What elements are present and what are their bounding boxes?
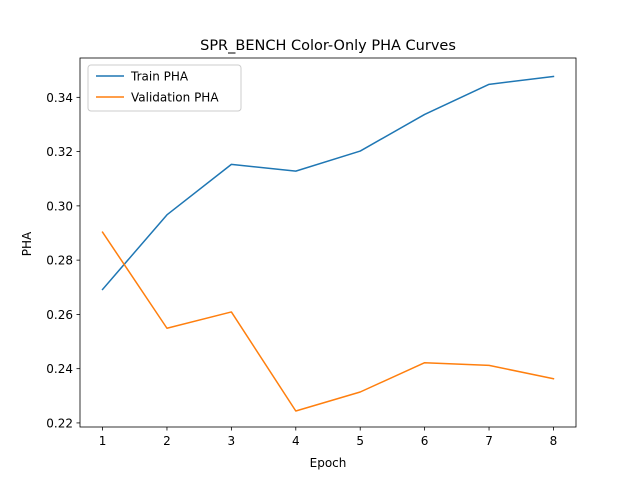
x-tick-label: 4 bbox=[292, 434, 300, 448]
x-tick-label: 7 bbox=[485, 434, 493, 448]
x-tick-label: 6 bbox=[421, 434, 429, 448]
series-line-1 bbox=[101, 75, 555, 291]
series-layer bbox=[101, 75, 555, 412]
plot-frame bbox=[79, 57, 577, 428]
ticks-layer: 1 2 3 4 5 6 7 8 0.22 0.24 0.26 0.28 0.30 0.32 0.34 bbox=[46, 91, 557, 448]
x-tick-label: 8 bbox=[550, 434, 558, 448]
legend: Train PHA Validation PHA bbox=[87, 64, 242, 112]
legend-box bbox=[87, 64, 242, 112]
x-tick-label: 1 bbox=[99, 434, 107, 448]
y-tick-label: 0.34 bbox=[46, 91, 73, 105]
x-tick-label: 2 bbox=[163, 434, 171, 448]
y-tick-label: 0.26 bbox=[46, 308, 73, 322]
y-axis-label: PHA bbox=[20, 231, 34, 256]
x-tick-label: 5 bbox=[356, 434, 364, 448]
chart-title: SPR_BENCH Color-Only PHA Curves bbox=[200, 38, 456, 54]
axes-layer bbox=[79, 57, 577, 428]
y-tick-label: 0.28 bbox=[46, 254, 73, 268]
x-tick-label: 3 bbox=[228, 434, 236, 448]
y-tick-label: 0.24 bbox=[46, 362, 73, 376]
legend-label-1: Train PHA bbox=[130, 70, 189, 84]
x-axis-label: Epoch bbox=[310, 456, 347, 470]
y-tick-label: 0.22 bbox=[46, 416, 73, 430]
legend-label-2: Validation PHA bbox=[131, 91, 219, 105]
y-tick-label: 0.30 bbox=[46, 199, 73, 213]
series-line-2 bbox=[101, 231, 555, 412]
y-tick-label: 0.32 bbox=[46, 145, 73, 159]
